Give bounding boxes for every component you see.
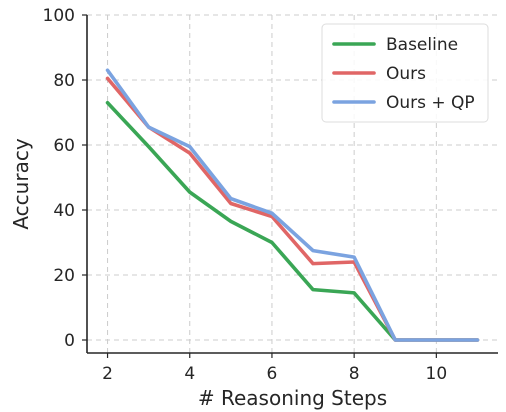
y-tick-label: 20 (53, 266, 75, 286)
series-layer (105, 68, 480, 342)
legend-label: Ours + QP (386, 93, 475, 113)
y-tick-label: 40 (53, 201, 75, 221)
legend-label: Baseline (386, 35, 458, 55)
y-tick-label: 0 (64, 331, 75, 351)
y-axis-label: Accuracy (9, 138, 33, 229)
legend-label: Ours (386, 64, 426, 84)
x-tick-label: 2 (102, 364, 113, 384)
x-tick-label: 4 (184, 364, 195, 384)
series-line-3 (105, 68, 480, 342)
y-tick-label: 100 (43, 6, 75, 26)
x-tick-label: 8 (349, 364, 360, 384)
x-tick-label: 6 (267, 364, 278, 384)
x-axis-label: # Reasoning Steps (198, 386, 387, 410)
axes-layer: 0 20 40 60 80 100 2 4 6 8 10 (43, 6, 498, 384)
legend-box (321, 23, 489, 123)
y-tick-label: 80 (53, 71, 75, 91)
y-tick-label: 60 (53, 136, 75, 156)
x-tick-label: 10 (426, 364, 448, 384)
legend: Baseline Ours Ours + QP (321, 23, 489, 123)
